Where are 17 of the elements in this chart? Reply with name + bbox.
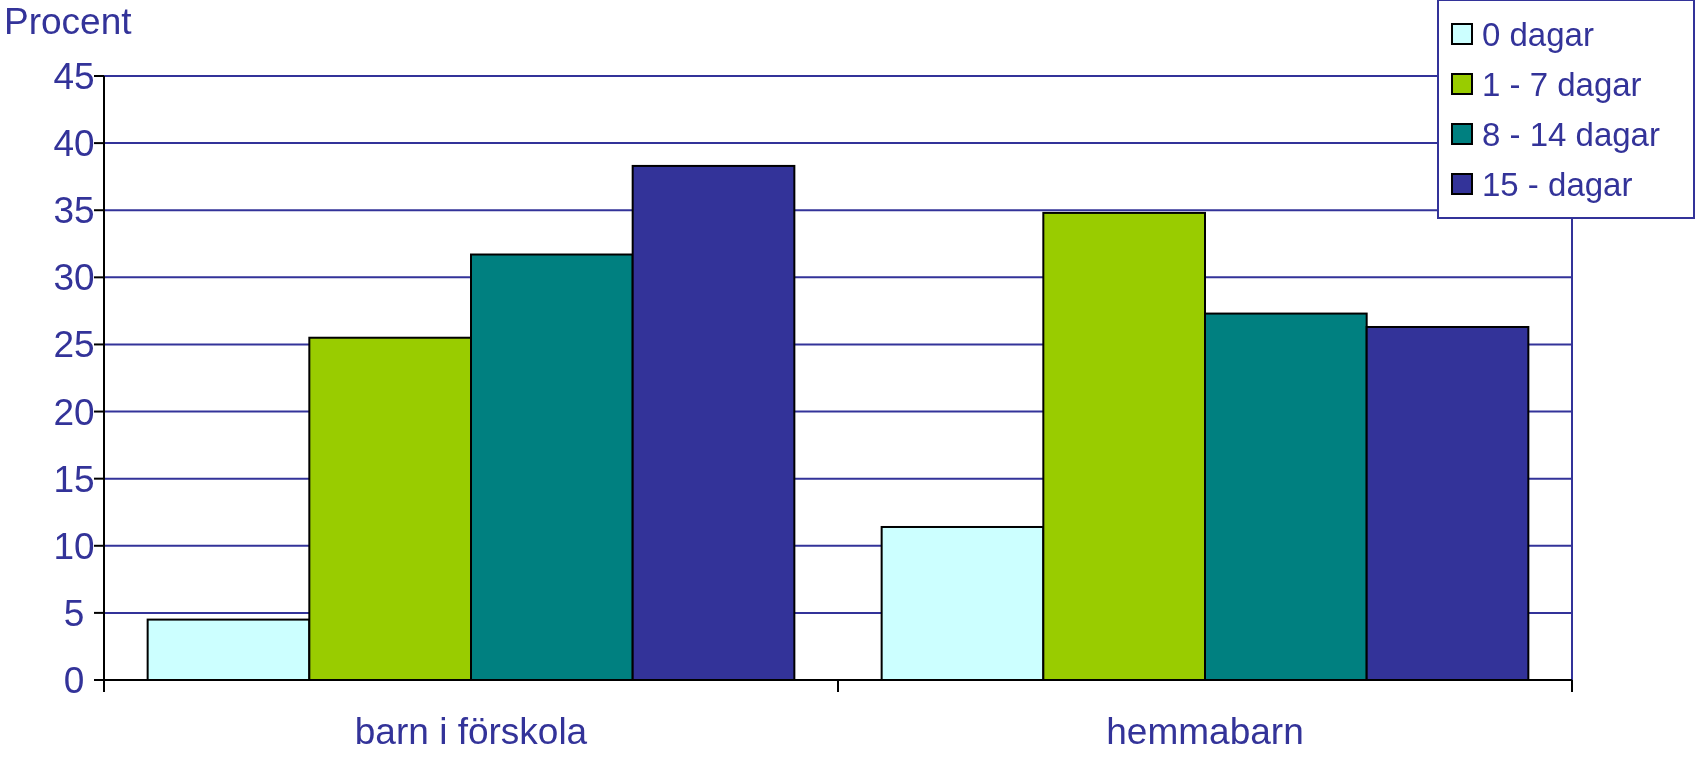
y-tick-label: 10 — [53, 525, 95, 567]
legend-label: 8 - 14 dagar — [1482, 115, 1660, 153]
y-tick-label: 30 — [53, 257, 95, 299]
y-tick-label: 45 — [53, 55, 95, 97]
legend-label: 15 - dagar — [1482, 165, 1633, 203]
legend-label: 1 - 7 dagar — [1482, 65, 1642, 103]
y-tick-label: 35 — [53, 190, 95, 232]
legend-label: 0 dagar — [1482, 15, 1594, 53]
y-tick-label: 15 — [53, 458, 95, 500]
y-tick-label: 5 — [63, 592, 85, 634]
x-tick-label: barn i förskola — [354, 711, 588, 752]
y-tick-label: 20 — [53, 391, 95, 433]
x-tick-label: hemmabarn — [1106, 711, 1304, 752]
y-tick-label: 25 — [53, 324, 95, 366]
y-tick-label: 40 — [53, 123, 95, 165]
y-axis-title: Procent — [4, 1, 133, 42]
y-tick-label: 0 — [63, 659, 85, 701]
